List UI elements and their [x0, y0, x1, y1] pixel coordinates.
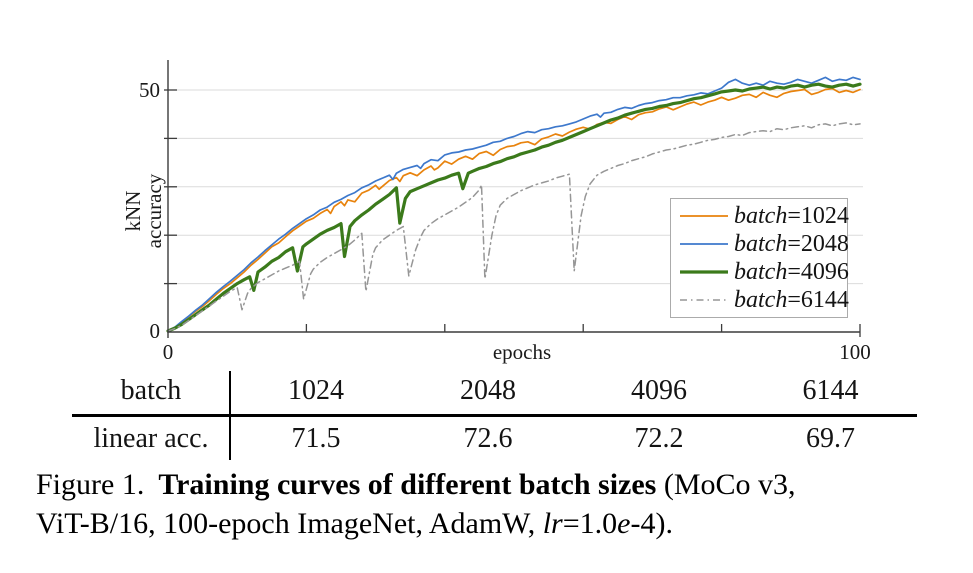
curve-batch=6144: [167, 122, 861, 332]
table-value-cell: 71.5: [291, 422, 341, 454]
legend-label: batch=2048: [734, 230, 849, 257]
curve-batch=2048: [167, 76, 861, 332]
table-header-cell: 1024: [288, 374, 344, 406]
caption-lr-italic: lr: [542, 507, 563, 540]
legend-label: batch=1024: [734, 202, 849, 229]
caption-bold-title: Training curves of different batch sizes: [158, 468, 657, 501]
table-header-cell: 4096: [631, 374, 687, 406]
figure-caption: Figure 1. Training curves of different ba…: [36, 465, 966, 543]
caption-text: (MoCo v3,: [656, 468, 796, 501]
table-header-row: batch 1024 2048 4096 6144: [72, 367, 917, 414]
table-value-row: linear acc. 71.5 72.6 72.2 69.7: [72, 417, 917, 460]
legend-line-sample-icon: [680, 299, 728, 301]
legend-item-batch-2048: batch=2048: [679, 230, 849, 258]
curve-batch=4096: [166, 82, 862, 333]
caption-text: -4).: [630, 507, 673, 540]
curve-batch=1024: [167, 87, 861, 332]
figure-number: Figure 1.: [36, 468, 145, 501]
table-header-label: batch: [120, 374, 182, 406]
legend-label: batch=4096: [734, 258, 849, 285]
table-vertical-rule: [229, 371, 231, 460]
legend-line-sample-icon: [680, 243, 728, 245]
legend-item-batch-1024: batch=1024: [679, 202, 849, 230]
table-header-cell: 2048: [460, 374, 516, 406]
legend-label: batch=6144: [734, 286, 849, 313]
x-axis-label: epochs: [492, 340, 552, 364]
x-tick-label-100: 100: [839, 340, 871, 364]
legend-item-batch-4096: batch=4096: [679, 258, 849, 286]
legend-line-sample-icon: [680, 270, 728, 274]
caption-text: =1.0: [562, 507, 618, 540]
table-row-label: linear acc.: [93, 422, 209, 454]
legend-line-sample-icon: [680, 215, 728, 217]
y-tick-label-0: 0: [149, 319, 161, 343]
table-header-cell: 6144: [802, 374, 859, 406]
table-value-cell: 72.6: [463, 422, 513, 454]
y-axis-label: kNN accuracy: [121, 173, 166, 249]
table-horizontal-rule: [72, 414, 917, 417]
table-value-cell: 69.7: [806, 422, 855, 454]
y-tick-label-50: 50: [139, 78, 160, 102]
training-curves-chart: [164, 60, 863, 338]
legend-item-batch-6144: batch=6144: [679, 286, 849, 314]
caption-text: ViT-B/16, 100-epoch ImageNet, AdamW,: [36, 507, 543, 540]
caption-e-italic: e: [617, 507, 631, 540]
linear-accuracy-table: batch 1024 2048 4096 6144 linear acc. 71…: [72, 367, 917, 460]
x-tick-label-0: 0: [162, 340, 174, 364]
chart-legend: batch=1024 batch=2048 batch=4096 batch=6…: [670, 198, 849, 318]
table-value-cell: 72.2: [634, 422, 684, 454]
